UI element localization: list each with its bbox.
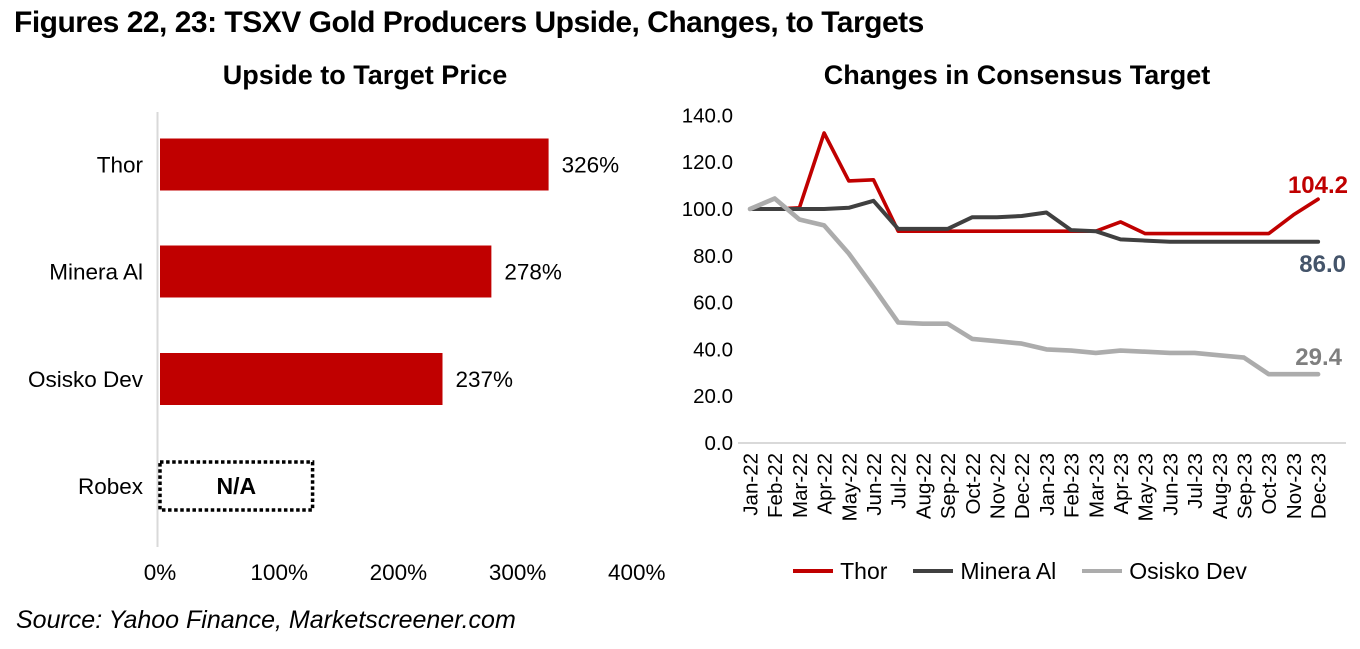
- line-series-osisko-dev: [747, 196, 1321, 377]
- bar-category-label-robex: Robex: [78, 474, 144, 499]
- line-x-tick-label: Dec-22: [1011, 453, 1034, 519]
- line-x-tick-label: Nov-23: [1283, 453, 1306, 519]
- bar-value-label-minera-al: 278%: [504, 260, 562, 285]
- line-x-tick-label: Dec-23: [1308, 453, 1331, 519]
- line-x-tick-label: Sep-22: [937, 453, 960, 519]
- line-y-tick-label: 40.0: [693, 338, 733, 361]
- line-x-tick-label: Mar-23: [1085, 453, 1108, 518]
- line-chart-legend: Thor Minera Al Osisko Dev: [680, 556, 1360, 586]
- line-x-tick-label: Aug-23: [1209, 453, 1232, 519]
- line-x-tick-label: Mar-22: [789, 453, 812, 518]
- bar-x-tick-label: 200%: [370, 560, 428, 585]
- legend-label: Minera Al: [960, 557, 1057, 584]
- line-x-tick-label: Feb-23: [1061, 453, 1084, 518]
- bar-thor: [160, 138, 549, 191]
- legend-swatch-minera-al: [913, 568, 954, 574]
- line-chart-changes-in-consensus: 140.0 120.0 100.0 80.0 60.0 40.0 20.0 0.0 104.2 8…: [682, 104, 1348, 521]
- line-y-tick-label: 20.0: [693, 385, 733, 408]
- na-label: N/A: [216, 473, 256, 499]
- legend-swatch-osisko-dev: [1082, 568, 1123, 574]
- line-x-tick-label: Jun-22: [863, 453, 886, 516]
- bar-category-label-minera-al: Minera Al: [49, 260, 143, 285]
- line-y-tick-label: 140.0: [682, 104, 733, 127]
- bar-value-label-osisko-dev: 237%: [456, 367, 514, 392]
- bar-x-tick-label: 300%: [489, 560, 547, 585]
- line-x-tick-label: Jan-22: [740, 453, 763, 516]
- end-value-label-osisko-dev: 29.4: [1295, 344, 1342, 371]
- line-x-tick-label: Sep-23: [1234, 453, 1257, 519]
- line-y-tick-label: 100.0: [682, 198, 733, 221]
- legend-label: Osisko Dev: [1129, 557, 1247, 584]
- legend-swatch-thor: [793, 568, 834, 574]
- bar-minera-al: [160, 245, 492, 298]
- bar-osisko-dev: [160, 353, 443, 405]
- bar-x-tick-label: 100%: [250, 560, 308, 585]
- source-note: Source: Yahoo Finance, Marketscreener.co…: [16, 606, 516, 634]
- figure-title: Figures 22, 23: TSXV Gold Producers Upsi…: [14, 6, 924, 39]
- line-series-minera-al: [748, 198, 1321, 244]
- line-y-tick-label: 0.0: [705, 432, 734, 455]
- legend-item-minera-al: Minera Al: [913, 558, 1056, 585]
- bar-x-tick-label: 0%: [144, 560, 177, 585]
- bar-category-label-thor: Thor: [97, 153, 144, 178]
- legend-item-thor: Thor: [793, 558, 887, 585]
- end-value-label-thor: 104.2: [1288, 172, 1348, 199]
- line-x-tick-label: Oct-22: [962, 453, 985, 515]
- line-x-tick-label: Apr-22: [814, 453, 837, 515]
- line-y-tick-label: 120.0: [682, 151, 733, 174]
- line-x-tick-label: Oct-23: [1258, 453, 1281, 515]
- legend-item-osisko-dev: Osisko Dev: [1082, 558, 1247, 585]
- bar-chart-upside-to-target: Thor 326% Minera Al 278% Osisko Dev 237% Robex…: [28, 112, 666, 585]
- legend-label: Thor: [840, 557, 888, 584]
- bar-value-label-thor: 326%: [562, 153, 620, 178]
- line-x-tick-label: May-23: [1135, 453, 1158, 521]
- end-value-label-minera-al: 86.0: [1299, 251, 1346, 278]
- line-y-tick-label: 60.0: [693, 292, 733, 315]
- line-x-tick-label: Jan-23: [1036, 453, 1059, 516]
- na-dotted-box: [158, 460, 315, 512]
- line-x-tick-label: Jun-23: [1159, 453, 1182, 516]
- bar-x-tick-label: 400%: [608, 560, 666, 585]
- line-x-tick-label: Aug-22: [912, 453, 935, 519]
- line-x-tick-label: Jul-22: [888, 453, 911, 509]
- line-x-tick-label: Nov-22: [987, 453, 1010, 519]
- line-series-thor: [748, 131, 1320, 236]
- bar-chart-title: Upside to Target Price: [222, 60, 508, 90]
- line-x-tick-label: Jul-23: [1184, 453, 1207, 509]
- bar-category-label-osisko-dev: Osisko Dev: [28, 367, 144, 392]
- line-x-tick-label: Feb-22: [764, 453, 787, 518]
- line-x-tick-label: May-22: [838, 453, 861, 521]
- line-y-tick-label: 80.0: [693, 245, 733, 268]
- line-chart-title: Changes in Consensus Target: [823, 60, 1211, 90]
- line-x-tick-label: Apr-23: [1110, 453, 1133, 515]
